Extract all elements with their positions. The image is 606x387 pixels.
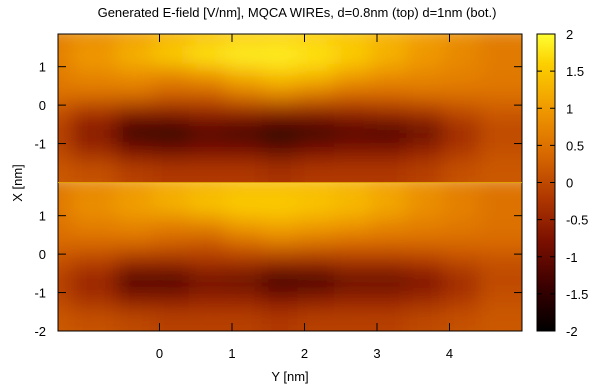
heatmap-field [58,183,522,331]
heatmap-bottom-panel [58,183,522,331]
colorbar-tick-label: 0 [566,176,573,191]
x-tick-label: 0 [156,346,163,361]
heatmap-top-panel [58,34,522,182]
x-tick-label: 3 [373,346,380,361]
y-tick-label: 1 [39,60,46,75]
x-tick-label: 1 [228,346,235,361]
colorbar-tick-label: 1.5 [566,64,584,79]
x-tick-label: 4 [446,346,453,361]
x-axis-title: Y [nm] [271,369,308,384]
y-tick-label: -2 [34,324,46,339]
colorbar-tick-label: -2 [566,324,578,339]
colorbar-tick-label: -0.5 [566,213,588,228]
y-tick-label: 0 [39,247,46,262]
y-tick-label: -1 [34,137,46,152]
x-tick-label: 2 [301,346,308,361]
chart-title: Generated E-field [V/nm], MQCA WIREs, d=… [98,5,497,20]
y-axis-ticks: 1 0 -1 1 0 -1 -2 [34,60,522,339]
colorbar-ticks: 2 1.5 1 0.5 0 -0.5 -1 -1.5 -2 [537,27,588,339]
colorbar-tick-label: 0.5 [566,138,584,153]
x-axis-ticks: 0 1 2 3 4 [156,34,453,361]
y-tick-label: 0 [39,98,46,113]
y-axis-title: X [nm] [10,164,25,202]
colorbar-tick-label: -1 [566,250,578,265]
heatmap-cell [478,309,522,331]
colorbar-tick-label: 1 [566,101,573,116]
y-tick-label: 1 [39,209,46,224]
colorbar-tick-label: -1.5 [566,287,588,302]
colorbar-tick-label: 2 [566,27,573,42]
heatmap-field [58,34,522,182]
y-tick-label: -1 [34,286,46,301]
heatmap-cell [478,160,522,182]
